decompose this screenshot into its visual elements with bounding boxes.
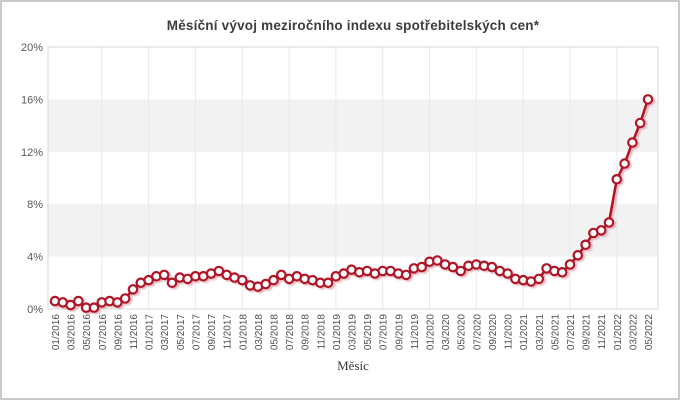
data-point [611, 174, 623, 185]
data-point [595, 225, 607, 236]
y-axis-tick-label: 16% [21, 94, 43, 106]
x-axis-tick-label: 05/2020 [457, 314, 468, 351]
data-point [431, 255, 443, 266]
x-axis-tick-label: 11/2018 [316, 314, 327, 350]
data-point [572, 250, 584, 261]
x-axis-tick-label: 11/2021 [597, 314, 608, 350]
data-point [603, 217, 615, 228]
data-point [533, 273, 545, 285]
data-point [400, 269, 412, 281]
data-point [275, 269, 287, 281]
cpi-series [49, 94, 654, 313]
x-axis-tick-label: 05/2021 [550, 314, 561, 351]
data-point [322, 277, 334, 289]
data-point [119, 293, 131, 304]
x-axis-tick-label: 09/2020 [488, 314, 499, 351]
x-axis-tick-label: 11/2020 [504, 314, 515, 350]
x-axis-tick-label: 03/2018 [254, 314, 265, 351]
x-axis-tick-label: 05/2016 [82, 314, 93, 351]
data-point [213, 265, 225, 277]
x-axis-tick-label: 01/2016 [51, 314, 62, 351]
x-axis-tick-label: 09/2021 [582, 314, 593, 351]
data-point [455, 265, 466, 277]
data-point [260, 278, 271, 290]
x-axis-tick-label: 01/2019 [332, 314, 343, 351]
x-axis-tick-label: 05/2018 [270, 314, 281, 351]
x-axis-tick-label: 07/2018 [285, 314, 296, 351]
x-axis-tick-label: 01/2017 [145, 314, 156, 351]
x-axis-tick-label: 03/2022 [628, 314, 639, 351]
y-axis-tick-label: 4% [27, 252, 43, 264]
x-axis-tick-label: 05/2017 [176, 314, 187, 351]
x-axis-tick-label: 09/2019 [394, 314, 405, 351]
y-axis-tick-label: 8% [27, 199, 43, 211]
data-point [127, 284, 139, 295]
data-point [73, 295, 84, 307]
x-axis-tick-label: 09/2017 [207, 314, 218, 351]
x-axis-tick-label: 03/2017 [160, 314, 171, 351]
x-axis-tick-label: 07/2019 [379, 314, 390, 351]
x-axis-tick-label: 07/2017 [191, 314, 202, 351]
data-point [634, 117, 646, 129]
x-axis-tick-label: 05/2019 [363, 314, 374, 351]
x-axis-tick-label: 07/2016 [98, 314, 109, 351]
x-axis-tick-label: 01/2022 [613, 314, 624, 351]
x-axis-tick-label: 11/2017 [223, 314, 234, 350]
grid-band [48, 99, 658, 152]
y-axis-tick-label: 0% [27, 304, 43, 316]
data-point [88, 302, 100, 313]
data-point [447, 261, 459, 273]
data-point [619, 158, 630, 169]
data-point [112, 297, 123, 308]
x-axis-tick-label: 01/2020 [426, 314, 437, 351]
grid-band [48, 204, 658, 257]
x-axis-tick-label: 03/2021 [535, 314, 546, 351]
y-axis-tick-label: 12% [21, 147, 43, 159]
data-point [580, 239, 591, 251]
x-axis-tick-label: 07/2021 [566, 314, 577, 351]
x-axis-title: Měsíc [337, 358, 369, 373]
data-point [564, 259, 576, 270]
data-point [65, 299, 76, 311]
data-point [486, 261, 498, 273]
data-point [416, 261, 427, 273]
data-point [268, 274, 279, 286]
x-axis-tick-label: 11/2019 [410, 314, 421, 350]
data-point [158, 269, 170, 281]
x-axis-tick-label: 05/2022 [644, 314, 655, 351]
x-axis-tick-label: 03/2019 [348, 314, 359, 351]
x-axis-tick-label: 09/2018 [301, 314, 312, 351]
data-point [642, 94, 654, 105]
data-point [556, 266, 568, 278]
x-axis-tick-label: 03/2020 [441, 314, 452, 351]
x-axis-tick-label: 01/2018 [238, 314, 249, 351]
x-axis-tick-label: 11/2016 [129, 314, 140, 350]
y-axis-tick-label: 20% [21, 42, 43, 54]
data-point [627, 137, 638, 148]
x-axis-tick-label: 09/2016 [113, 314, 124, 351]
data-point [338, 268, 349, 279]
x-axis-tick-label: 07/2020 [472, 314, 483, 351]
chart-title: Měsíční vývoj meziročního indexu spotřeb… [166, 18, 540, 33]
plot-border [47, 46, 659, 310]
data-point [166, 277, 178, 289]
data-point [143, 274, 154, 286]
x-axis-tick-label: 01/2021 [519, 314, 530, 351]
x-axis-tick-label: 03/2016 [67, 314, 78, 351]
data-point [237, 274, 248, 286]
data-point [502, 268, 513, 279]
